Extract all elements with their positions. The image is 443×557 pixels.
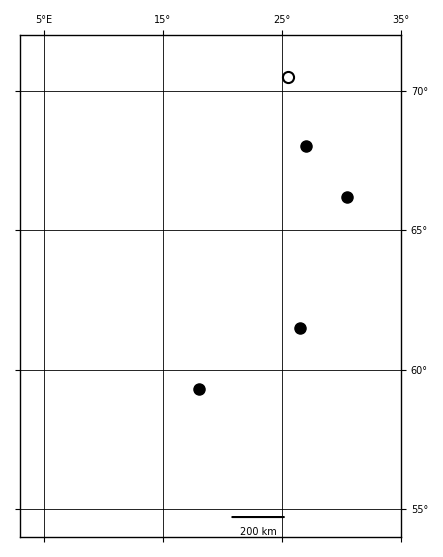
Text: 200 km: 200 km xyxy=(240,527,276,537)
